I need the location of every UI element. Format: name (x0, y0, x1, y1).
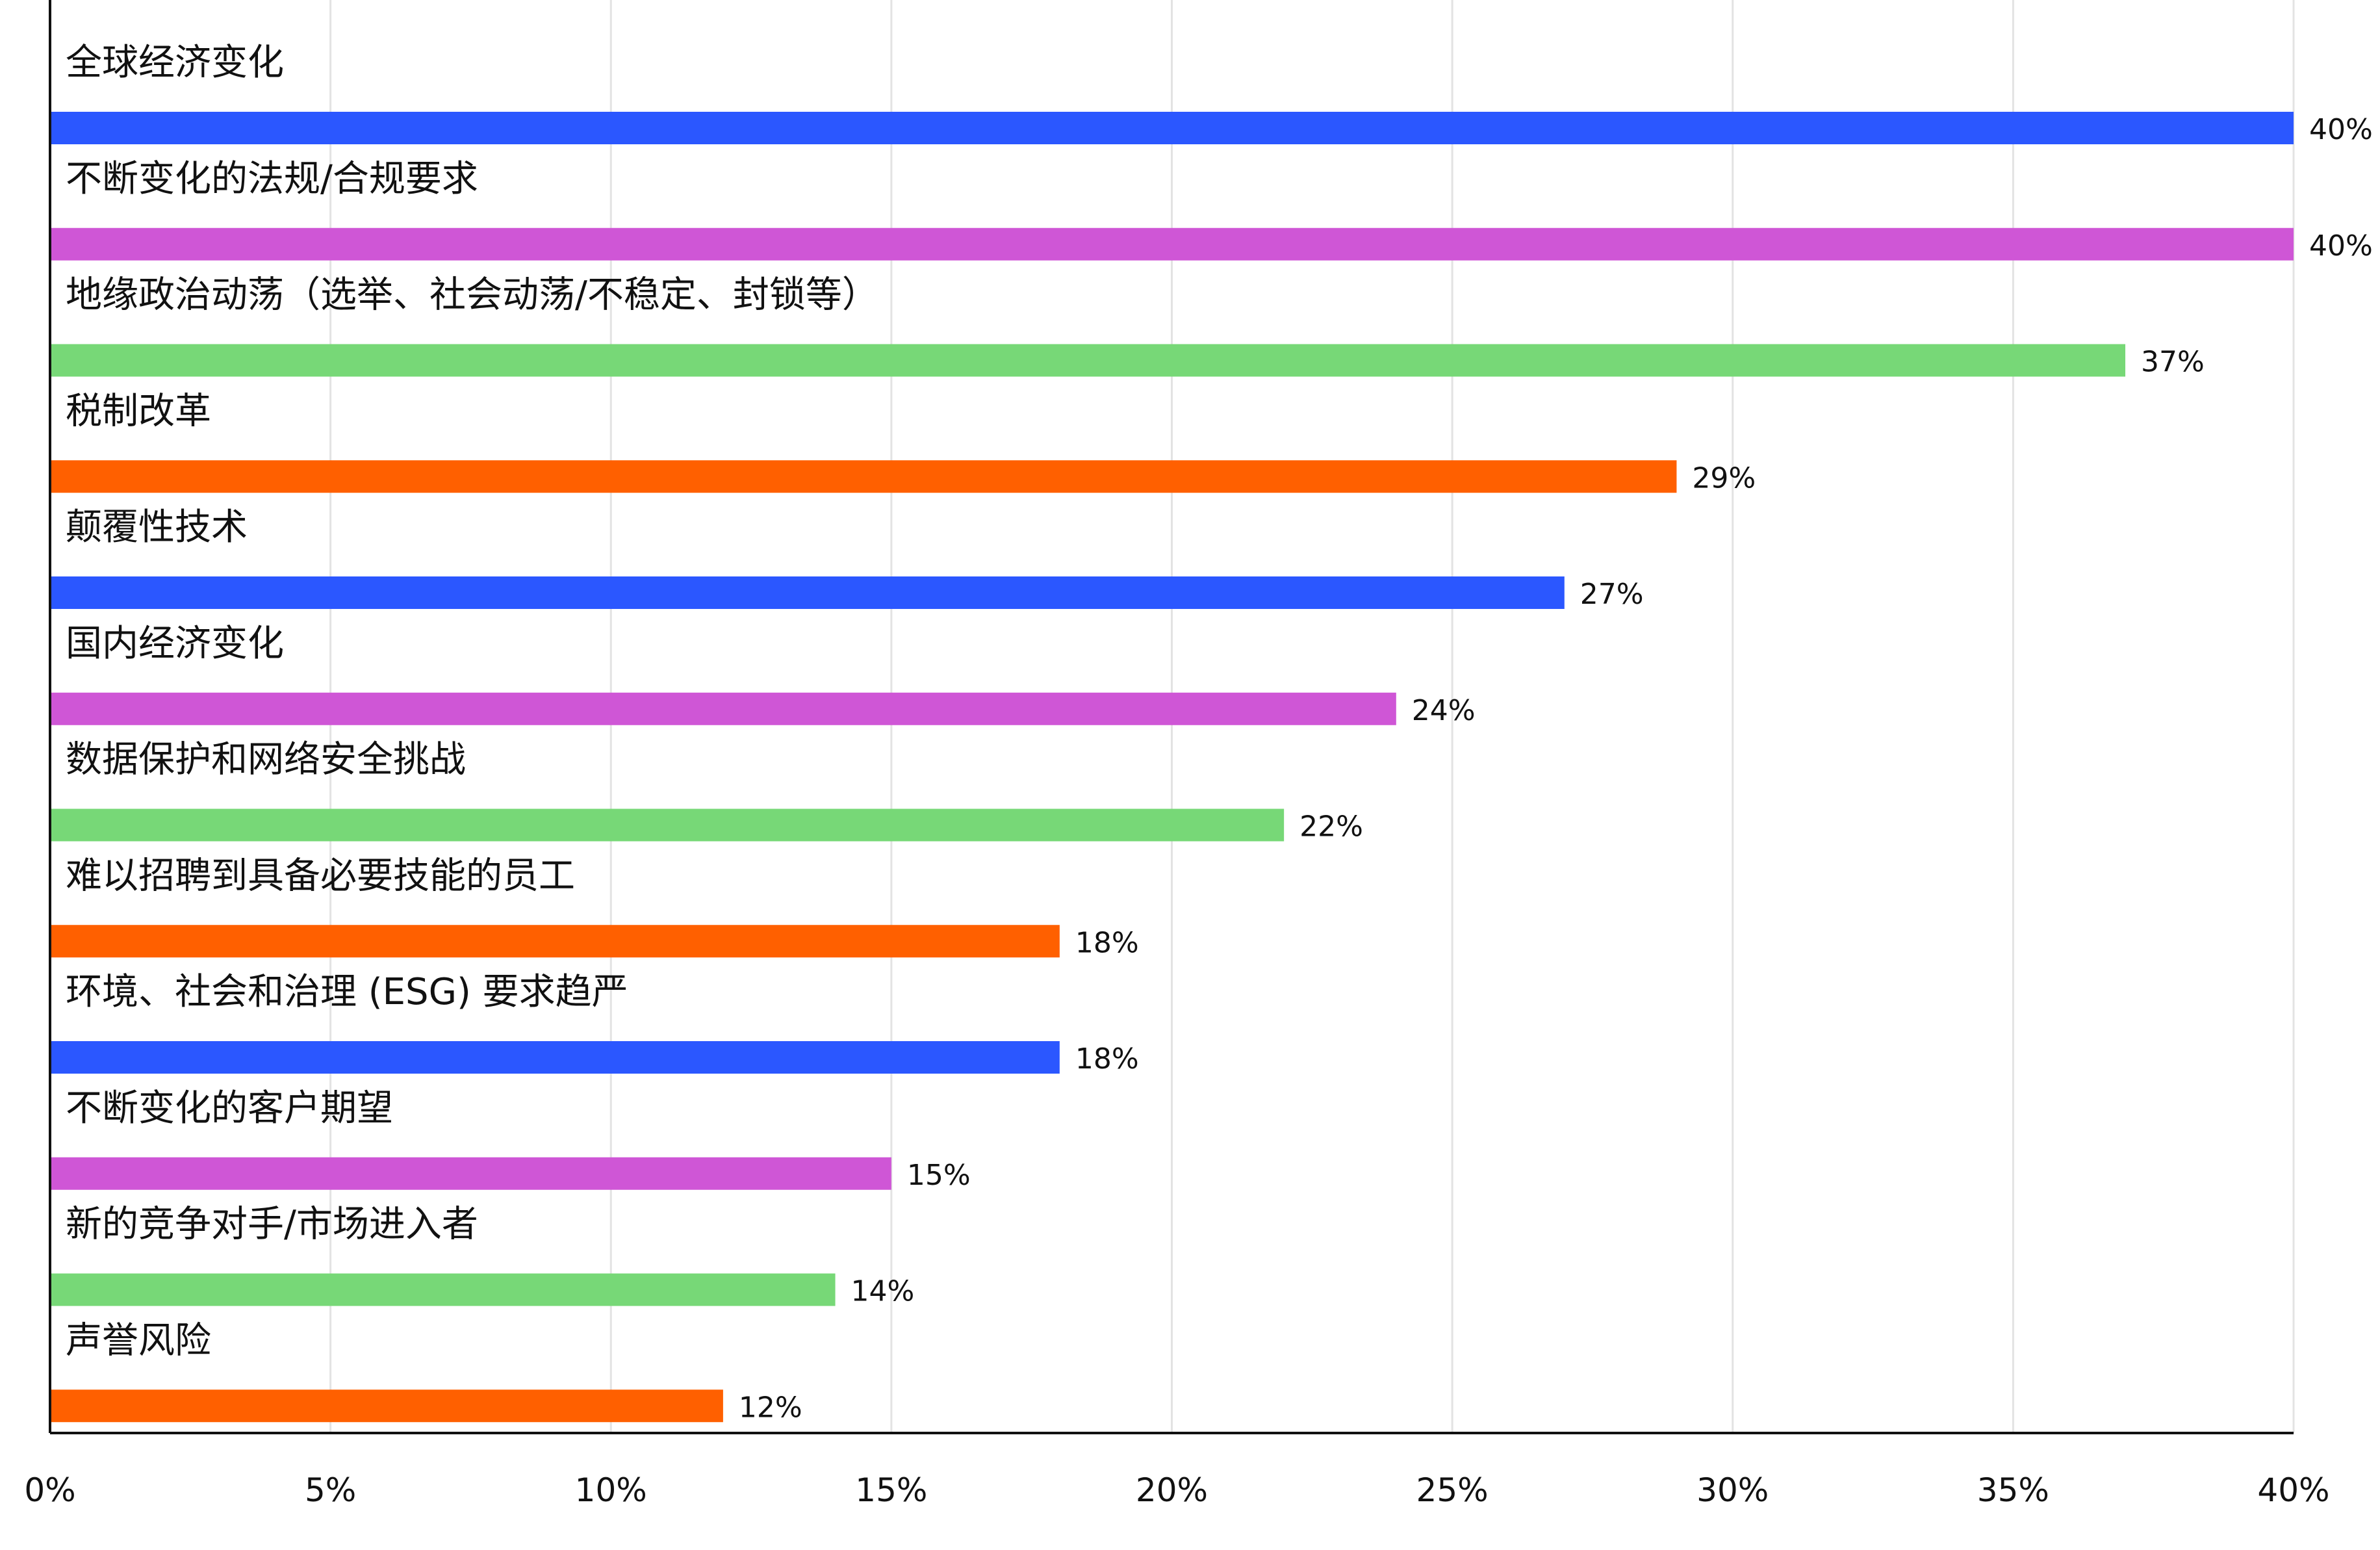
x-tick-label: 10% (575, 1471, 647, 1509)
x-tick-label: 20% (1136, 1471, 1208, 1509)
bar (50, 1041, 1060, 1074)
bar (50, 344, 2126, 377)
axes: 0% 5% 10% 15% 20% 25% 30% 35% 40% (24, 0, 2330, 1509)
value-label: 15% (907, 1159, 971, 1192)
bar (50, 692, 1396, 725)
bar (50, 808, 1285, 842)
bars: 全球经济变化 40% 不断变化的法规/合规要求 40% 地缘政治动荡（选举、社会动荡/不… (50, 42, 2373, 1424)
x-tick-label: 40% (2257, 1471, 2329, 1509)
bar (50, 1157, 891, 1190)
value-label: 22% (1299, 810, 1363, 844)
category-label: 数据保护和网络安全挑战 (66, 739, 466, 781)
value-label: 18% (1075, 1042, 1139, 1076)
x-tick-label: 25% (1416, 1471, 1489, 1509)
category-label: 不断变化的客户期望 (66, 1087, 393, 1130)
category-label: 难以招聘到具备必要技能的员工 (66, 855, 575, 897)
category-label: 全球经济变化 (66, 42, 284, 84)
x-tick-label: 15% (855, 1471, 927, 1509)
x-tick-label: 35% (1977, 1471, 2049, 1509)
value-label: 40% (2309, 113, 2373, 146)
value-label: 24% (1412, 694, 1476, 727)
x-tick-label: 0% (24, 1471, 75, 1509)
x-tick-label: 5% (305, 1471, 356, 1509)
bar (50, 1389, 723, 1423)
x-tick-label: 30% (1696, 1471, 1769, 1509)
category-label: 国内经济变化 (66, 623, 284, 665)
bar (50, 227, 2294, 261)
value-label: 14% (851, 1275, 915, 1308)
category-label: 颠覆性技术 (66, 506, 248, 549)
bar (50, 460, 1677, 493)
category-label: 环境、社会和治理 (ESG) 要求趋严 (66, 971, 628, 1013)
category-label: 不断变化的法规/合规要求 (66, 158, 478, 200)
value-label: 37% (2141, 346, 2205, 379)
bar (50, 925, 1060, 958)
value-label: 27% (1580, 578, 1644, 611)
category-label: 税制改革 (66, 390, 211, 432)
bar (50, 576, 1565, 609)
value-label: 18% (1075, 926, 1139, 959)
category-label: 新的竞争对手/市场进入者 (66, 1204, 478, 1246)
value-label: 12% (739, 1391, 802, 1424)
bar (50, 1273, 836, 1306)
category-label: 声誉风险 (66, 1319, 211, 1362)
value-label: 40% (2309, 229, 2373, 263)
value-label: 29% (1692, 461, 1756, 495)
bar (50, 112, 2294, 144)
category-label: 地缘政治动荡（选举、社会动荡/不稳定、封锁等） (66, 274, 878, 316)
